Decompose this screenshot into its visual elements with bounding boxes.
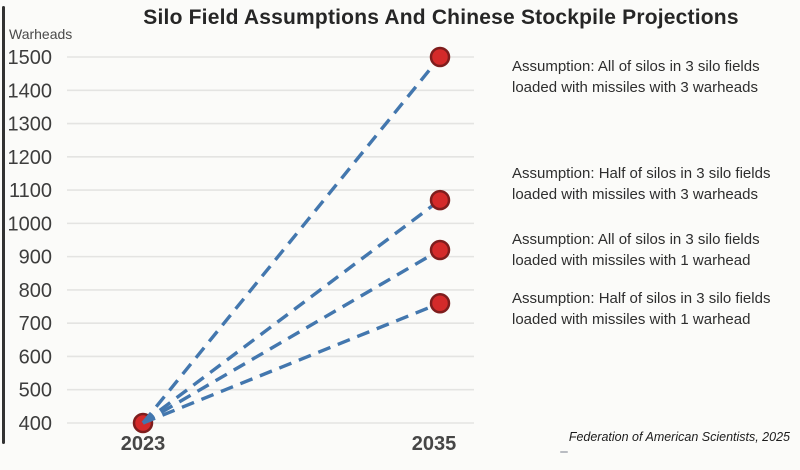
- y-tick-label: 500: [19, 380, 52, 402]
- y-tick-label: 400: [19, 413, 52, 435]
- smudge-artifact: [560, 451, 568, 453]
- data-point: [429, 239, 451, 261]
- y-tick-label: 1500: [8, 47, 53, 69]
- annotation-line: loaded with missiles with 1 warhead: [512, 311, 751, 328]
- y-tick-label: 1400: [8, 80, 53, 102]
- annotation-line: Assumption: All of silos in 3 silo field…: [512, 231, 760, 248]
- annotation-line: Assumption: Half of silos in 3 silo fiel…: [512, 290, 771, 307]
- y-tick-label: 600: [19, 346, 52, 368]
- annotation-all-silos-1-warhead: Assumption: All of silos in 3 silo field…: [512, 229, 800, 271]
- data-point: [429, 46, 451, 68]
- y-tick-label: 1300: [8, 114, 53, 136]
- y-tick-label: 1100: [9, 180, 52, 202]
- y-tick-label: 1000: [8, 213, 53, 235]
- projection-line: [142, 301, 441, 425]
- projection-line: [141, 55, 442, 425]
- y-tick-label: 800: [19, 280, 52, 302]
- annotation-line: loaded with missiles with 3 warheads: [512, 186, 758, 203]
- x-tick-label: 2035: [412, 433, 457, 455]
- data-point: [429, 189, 451, 211]
- y-axis-label: Warheads: [9, 26, 73, 42]
- annotation-all-silos-3-warheads: Assumption: All of silos in 3 silo field…: [512, 56, 800, 98]
- annotation-line: loaded with missiles with 3 warheads: [512, 79, 758, 96]
- x-tick-label: 2023: [121, 433, 166, 455]
- annotation-line: Assumption: Half of silos in 3 silo fiel…: [512, 165, 771, 182]
- y-tick-label: 700: [19, 313, 52, 335]
- photo-edge-artifact: [2, 6, 5, 444]
- source-credit: Federation of American Scientists, 2025: [568, 430, 790, 444]
- data-point: [429, 292, 451, 314]
- annotation-line: loaded with missiles with 1 warhead: [512, 252, 751, 269]
- annotation-half-silos-1-warhead: Assumption: Half of silos in 3 silo fiel…: [512, 288, 800, 330]
- projection-line: [142, 248, 441, 425]
- annotation-line: Assumption: All of silos in 3 silo field…: [512, 58, 760, 75]
- annotation-half-silos-3-warheads: Assumption: Half of silos in 3 silo fiel…: [512, 163, 800, 205]
- y-tick-label: 1200: [8, 147, 53, 169]
- y-tick-label: 900: [19, 247, 52, 269]
- chart-title: Silo Field Assumptions And Chinese Stock…: [143, 6, 739, 29]
